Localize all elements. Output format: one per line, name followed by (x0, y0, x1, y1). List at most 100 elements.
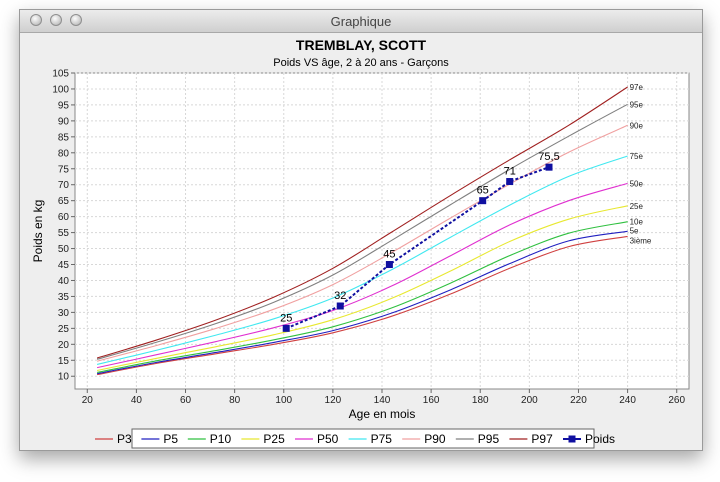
x-tick-label: 80 (229, 395, 241, 406)
chart-window: Graphique TREMBLAY, SCOTT Poids VS âge, … (19, 9, 703, 451)
y-tick-label: 10 (58, 372, 70, 383)
legend-label: Poids (585, 432, 615, 446)
legend-items: P3 P5 P10 P25 P50 P75 P90 P95 P97 Poids (95, 432, 615, 446)
legend-label: P5 (163, 432, 178, 446)
x-tick-label: 240 (619, 395, 636, 406)
window-title: Graphique (330, 14, 392, 29)
curve-p90 (96, 124, 628, 362)
x-tick-label: 120 (325, 395, 342, 406)
end-label-p3: 3ième (630, 236, 652, 245)
x-tick-label: 200 (521, 395, 538, 406)
legend-marker (568, 435, 576, 443)
patient-point-label: 75,5 (538, 151, 559, 163)
growth-chart: TREMBLAY, SCOTT Poids VS âge, 2 à 20 ans… (31, 37, 690, 449)
percentile-curves (96, 86, 628, 376)
legend-label: P3 (117, 432, 132, 446)
y-tick-label: 90 (58, 116, 70, 127)
y-tick-label: 60 (58, 212, 70, 223)
grid (75, 72, 689, 389)
y-axis-label: Poids en kg (31, 200, 45, 263)
patient-line (285, 166, 550, 330)
end-label-p95: 95e (630, 100, 644, 109)
y-tick-label: 20 (58, 340, 70, 351)
legend-label: P90 (424, 432, 446, 446)
y-tick-label: 35 (58, 292, 70, 303)
y-tick-label: 80 (58, 148, 70, 159)
patient-point-label: 45 (383, 249, 395, 261)
legend-label: P50 (317, 432, 339, 446)
end-label-p10: 10e (630, 218, 644, 227)
curve-p95 (96, 103, 628, 360)
y-tick-label: 50 (58, 244, 70, 255)
patient-point (336, 302, 344, 310)
y-tick-label: 95 (58, 100, 70, 111)
x-tick-label: 100 (275, 395, 292, 406)
end-label-p5: 5e (630, 226, 639, 235)
legend-item-p3: P3 (95, 432, 132, 446)
curve-p25 (96, 205, 628, 372)
x-tick-label: 160 (423, 395, 440, 406)
legend-item-poids: Poids (563, 432, 615, 446)
patient-point-label: 71 (504, 166, 516, 178)
curve-p5 (97, 230, 628, 375)
end-label-p75: 75e (630, 152, 644, 161)
legend-item-p75: P75 (348, 432, 393, 446)
patient-point-label: 25 (280, 312, 292, 324)
legend-label: P75 (371, 432, 393, 446)
minimize-window-button[interactable] (50, 14, 62, 26)
y-tick-label: 100 (52, 84, 69, 95)
y-tick-label: 45 (58, 260, 70, 271)
end-label-p25: 25e (630, 202, 644, 211)
y-tick-label: 105 (52, 69, 69, 80)
legend-item-p95: P95 (455, 432, 500, 446)
patient-point (545, 163, 553, 171)
y-tick-label: 55 (58, 228, 70, 239)
legend-item-p50: P50 (295, 432, 339, 446)
patient-point (479, 197, 487, 205)
chart-title: TREMBLAY, SCOTT (296, 37, 427, 53)
end-label-p50: 50e (630, 179, 644, 188)
x-axis-label: Age en mois (349, 407, 416, 421)
patient-point (385, 261, 393, 269)
patient-point (282, 324, 290, 332)
y-tick-label: 15 (58, 356, 70, 367)
legend-label: P10 (210, 432, 232, 446)
curve-p50 (96, 182, 628, 369)
y-tick-label: 30 (58, 308, 70, 319)
patient-point (506, 178, 514, 186)
curve-p3 (97, 235, 628, 376)
x-tick-label: 40 (131, 395, 143, 406)
window-titlebar[interactable]: Graphique (20, 10, 702, 33)
x-tick-label: 180 (472, 395, 489, 406)
legend-item-p5: P5 (141, 432, 178, 446)
y-tick-label: 70 (58, 180, 70, 191)
x-tick-label: 140 (374, 395, 391, 406)
patient-point-label: 65 (477, 185, 489, 197)
legend-item-p97: P97 (509, 432, 553, 446)
x-tick-label: 20 (82, 395, 94, 406)
chart-panel: TREMBLAY, SCOTT Poids VS âge, 2 à 20 ans… (20, 33, 702, 450)
y-tick-label: 40 (58, 276, 70, 287)
legend-item-p90: P90 (402, 432, 446, 446)
zoom-window-button[interactable] (70, 14, 82, 26)
legend-label: P25 (263, 432, 285, 446)
legend-item-p10: P10 (187, 432, 232, 446)
x-tick-label: 220 (570, 395, 587, 406)
curve-p75 (96, 155, 628, 365)
y-tick-label: 85 (58, 132, 70, 143)
patient-point-label: 32 (334, 290, 346, 302)
y-tick-label: 75 (58, 164, 70, 175)
x-axis: 20 40 60 80 100 120 140 160 180 200 220 240 260 (82, 389, 685, 406)
legend-label: P97 (531, 432, 553, 446)
end-label-p97: 97e (630, 83, 644, 92)
y-tick-label: 25 (58, 324, 70, 335)
curve-p10 (96, 221, 628, 373)
chart-subtitle: Poids VS âge, 2 à 20 ans - Garçons (273, 57, 449, 69)
legend-item-p25: P25 (241, 432, 285, 446)
patient-series: 25 32 45 65 71 75,5 (280, 151, 560, 332)
legend-label: P95 (478, 432, 500, 446)
end-label-p90: 90e (630, 121, 644, 130)
close-window-button[interactable] (30, 14, 42, 26)
x-tick-label: 60 (180, 395, 192, 406)
